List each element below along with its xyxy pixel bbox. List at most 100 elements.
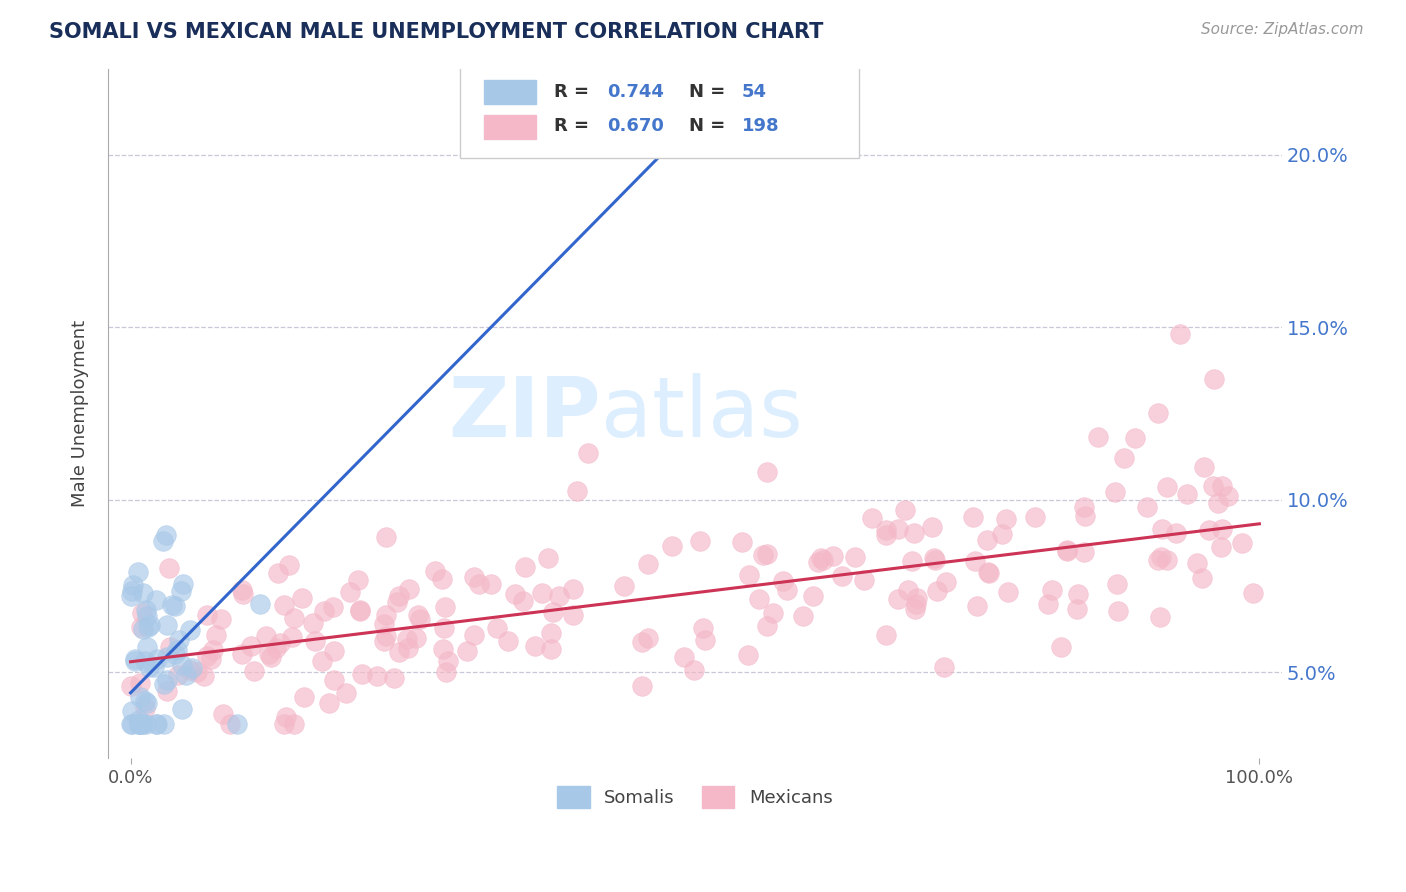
Point: [134, 694, 156, 708]
Point: [1050, 640, 1073, 654]
Point: [904, 597, 927, 611]
Point: [1149, 610, 1171, 624]
Point: [1170, 327, 1192, 342]
Text: N =: N =: [689, 118, 731, 136]
Point: [120, 589, 142, 603]
Point: [434, 665, 457, 680]
Point: [479, 577, 502, 591]
Point: [387, 595, 409, 609]
Point: [1073, 545, 1095, 559]
Point: [1232, 536, 1254, 550]
Point: [219, 716, 242, 731]
Point: [966, 599, 988, 613]
Point: [172, 658, 194, 673]
Point: [366, 668, 388, 682]
Point: [821, 549, 844, 563]
Text: 0.670: 0.670: [607, 118, 664, 136]
FancyBboxPatch shape: [460, 65, 859, 158]
Point: [963, 554, 986, 568]
Point: [976, 533, 998, 548]
Point: [433, 621, 456, 635]
Point: [1123, 431, 1146, 445]
Point: [813, 552, 835, 566]
Point: [127, 565, 149, 579]
Point: [1156, 480, 1178, 494]
Point: [128, 713, 150, 727]
Point: [897, 582, 920, 597]
Point: [195, 607, 218, 622]
Point: [924, 550, 946, 565]
Point: [772, 574, 794, 588]
Text: Source: ZipAtlas.com: Source: ZipAtlas.com: [1201, 22, 1364, 37]
Point: [382, 671, 405, 685]
Point: [515, 559, 537, 574]
Point: [903, 525, 925, 540]
Point: [860, 511, 883, 525]
Point: [496, 633, 519, 648]
Point: [349, 603, 371, 617]
Point: [375, 608, 398, 623]
Point: [875, 527, 897, 541]
Point: [631, 679, 654, 693]
Point: [375, 629, 398, 643]
Point: [731, 535, 754, 549]
Point: [875, 628, 897, 642]
Point: [195, 648, 218, 663]
Point: [631, 634, 654, 648]
Point: [1211, 479, 1233, 493]
Point: [129, 690, 152, 705]
Point: [762, 606, 785, 620]
Legend: Somalis, Mexicans: Somalis, Mexicans: [550, 779, 839, 815]
Point: [163, 599, 186, 613]
Point: [260, 650, 283, 665]
Point: [273, 716, 295, 731]
Point: [291, 591, 314, 605]
Point: [1056, 543, 1078, 558]
Point: [1107, 604, 1129, 618]
Point: [1204, 372, 1226, 386]
Point: [524, 640, 547, 654]
Point: [1056, 543, 1078, 558]
Point: [1192, 459, 1215, 474]
Text: atlas: atlas: [600, 373, 803, 454]
Text: N =: N =: [689, 83, 731, 101]
Point: [134, 654, 156, 668]
Point: [1206, 496, 1229, 510]
Point: [503, 586, 526, 600]
Point: [172, 702, 194, 716]
Point: [991, 527, 1014, 541]
Point: [997, 585, 1019, 599]
Point: [131, 716, 153, 731]
Point: [1156, 553, 1178, 567]
Point: [1066, 601, 1088, 615]
Point: [695, 632, 717, 647]
Point: [1209, 540, 1232, 554]
Point: [155, 684, 177, 698]
Point: [128, 716, 150, 731]
Point: [1036, 598, 1059, 612]
Point: [875, 523, 897, 537]
Point: [1136, 500, 1159, 514]
Point: [737, 648, 759, 662]
Point: [200, 652, 222, 666]
Point: [121, 716, 143, 731]
Point: [637, 558, 659, 572]
Point: [132, 585, 155, 599]
Point: [432, 642, 454, 657]
Point: [181, 661, 204, 675]
Text: R =: R =: [554, 118, 595, 136]
Point: [322, 599, 344, 614]
Point: [134, 700, 156, 714]
Point: [995, 512, 1018, 526]
Point: [339, 585, 361, 599]
Point: [120, 679, 142, 693]
Point: [136, 640, 159, 654]
Point: [129, 619, 152, 633]
Point: [887, 591, 910, 606]
Point: [396, 640, 419, 655]
Point: [128, 716, 150, 731]
Point: [547, 590, 569, 604]
Point: [249, 597, 271, 611]
Point: [887, 522, 910, 536]
Point: [637, 631, 659, 645]
